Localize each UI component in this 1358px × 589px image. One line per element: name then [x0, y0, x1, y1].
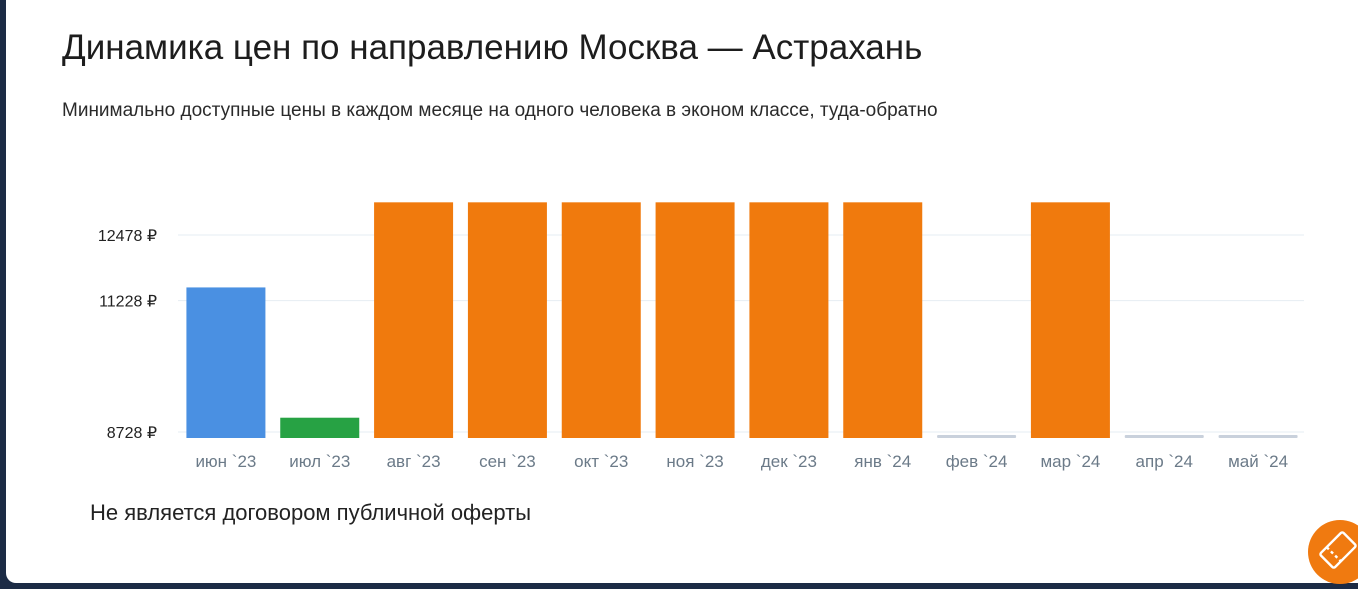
bar-empty: [937, 435, 1017, 438]
y-tick-label: 11228 ₽: [99, 294, 157, 311]
x-tick-label: июл `23: [289, 452, 350, 471]
x-tick-label: янв `24: [854, 452, 911, 471]
x-tick-label: май `24: [1228, 452, 1288, 471]
x-tick-label: ноя `23: [666, 452, 723, 471]
bar: [280, 417, 360, 438]
ticket-icon: [1319, 531, 1357, 569]
chart-card: Динамика цен по направлению Москва — Аст…: [6, 0, 1358, 583]
disclaimer-text: Не является договором публичной оферты: [90, 500, 532, 525]
page-title: Динамика цен по направлению Москва — Аст…: [62, 28, 923, 67]
bar: [749, 202, 829, 438]
bar: [374, 202, 454, 438]
bar: [843, 202, 923, 438]
bar: [467, 202, 547, 438]
y-tick-label: 8728 ₽: [107, 425, 157, 442]
x-tick-label: фев `24: [946, 452, 1008, 471]
bar-empty: [1124, 435, 1204, 438]
x-tick-label: дек `23: [761, 452, 817, 471]
bar: [186, 287, 266, 438]
bar: [655, 202, 735, 438]
x-tick-label: сен `23: [479, 452, 536, 471]
x-tick-label: мар `24: [1040, 452, 1100, 471]
bar: [1030, 202, 1110, 438]
x-tick-label: авг `23: [387, 452, 441, 471]
x-tick-label: апр `24: [1136, 452, 1193, 471]
x-tick-label: окт `23: [574, 452, 628, 471]
x-tick-label: июн `23: [195, 452, 256, 471]
page-subtitle: Минимально доступные цены в каждом месяц…: [62, 100, 938, 121]
ticket-action-button[interactable]: [1308, 520, 1358, 584]
price-bar-chart: 8728 ₽ 11228 ₽ 12478 ₽ июн `23 июл `23 авг `2…: [98, 202, 1304, 471]
bar: [561, 202, 641, 438]
y-tick-label: 12478 ₽: [98, 228, 157, 245]
bar-empty: [1218, 435, 1298, 438]
